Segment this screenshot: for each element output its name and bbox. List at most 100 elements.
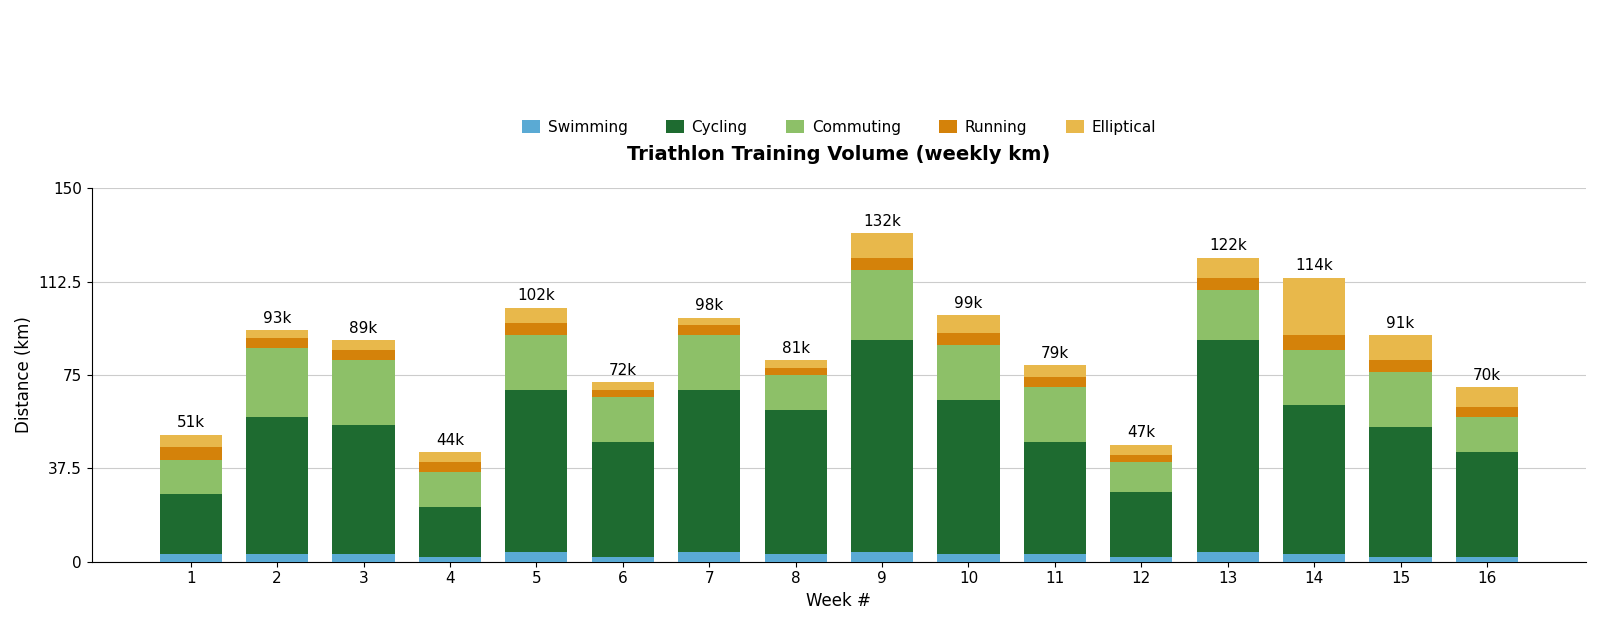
- Text: 70k: 70k: [1473, 368, 1502, 383]
- Bar: [765, 554, 826, 562]
- Bar: [1196, 340, 1258, 552]
- Bar: [160, 494, 223, 554]
- Bar: [1196, 278, 1258, 291]
- Bar: [850, 552, 913, 562]
- Bar: [247, 418, 309, 554]
- Bar: [1455, 418, 1518, 452]
- Text: 99k: 99k: [954, 296, 983, 311]
- Bar: [1023, 442, 1085, 554]
- Bar: [765, 375, 826, 410]
- Text: 91k: 91k: [1386, 316, 1415, 331]
- Bar: [333, 350, 394, 360]
- Bar: [937, 554, 999, 562]
- Bar: [679, 390, 740, 552]
- Text: 89k: 89k: [349, 321, 378, 336]
- Bar: [419, 507, 480, 557]
- Bar: [247, 330, 309, 338]
- Bar: [333, 554, 394, 562]
- Bar: [679, 325, 740, 335]
- Bar: [247, 348, 309, 418]
- Bar: [1196, 291, 1258, 340]
- Bar: [506, 308, 567, 322]
- Bar: [1109, 454, 1172, 462]
- Bar: [333, 340, 394, 350]
- Bar: [160, 554, 223, 562]
- Bar: [1196, 552, 1258, 562]
- Bar: [1109, 557, 1172, 562]
- Bar: [506, 390, 567, 552]
- Bar: [1023, 554, 1085, 562]
- Text: 114k: 114k: [1295, 258, 1334, 273]
- Bar: [937, 400, 999, 554]
- Bar: [1196, 258, 1258, 278]
- Text: 132k: 132k: [863, 214, 901, 229]
- Text: 102k: 102k: [517, 288, 556, 303]
- Bar: [1023, 378, 1085, 388]
- Bar: [850, 233, 913, 258]
- Bar: [1109, 462, 1172, 492]
- Bar: [592, 398, 653, 442]
- Bar: [506, 552, 567, 562]
- Bar: [679, 318, 740, 325]
- Bar: [1109, 492, 1172, 557]
- Bar: [592, 390, 653, 398]
- Text: 122k: 122k: [1209, 239, 1247, 254]
- Bar: [679, 335, 740, 390]
- Bar: [850, 340, 913, 552]
- Bar: [1455, 452, 1518, 557]
- Bar: [160, 447, 223, 459]
- Bar: [765, 360, 826, 368]
- Bar: [1455, 557, 1518, 562]
- Bar: [247, 338, 309, 348]
- Title: Triathlon Training Volume (weekly km): Triathlon Training Volume (weekly km): [628, 145, 1050, 164]
- Bar: [592, 442, 653, 557]
- Bar: [1282, 335, 1345, 350]
- Bar: [247, 554, 309, 562]
- Bar: [1023, 388, 1085, 442]
- Bar: [1369, 557, 1431, 562]
- Bar: [419, 472, 480, 507]
- Bar: [765, 368, 826, 375]
- Bar: [937, 345, 999, 400]
- Bar: [419, 557, 480, 562]
- Bar: [1369, 428, 1431, 557]
- Bar: [937, 315, 999, 332]
- Bar: [1282, 554, 1345, 562]
- Bar: [1369, 372, 1431, 428]
- X-axis label: Week #: Week #: [807, 592, 871, 610]
- Bar: [1369, 335, 1431, 360]
- Bar: [850, 258, 913, 271]
- Text: 51k: 51k: [176, 415, 205, 430]
- Bar: [1282, 278, 1345, 335]
- Bar: [160, 459, 223, 494]
- Bar: [850, 271, 913, 340]
- Text: 47k: 47k: [1127, 425, 1156, 440]
- Text: 81k: 81k: [781, 341, 810, 356]
- Bar: [1282, 350, 1345, 405]
- Bar: [1109, 445, 1172, 454]
- Text: 98k: 98k: [695, 298, 724, 313]
- Bar: [333, 360, 394, 425]
- Bar: [1023, 365, 1085, 378]
- Bar: [1369, 360, 1431, 372]
- Text: 93k: 93k: [263, 311, 291, 326]
- Text: 79k: 79k: [1041, 346, 1069, 361]
- Bar: [506, 335, 567, 390]
- Text: 72k: 72k: [608, 363, 637, 378]
- Bar: [765, 410, 826, 554]
- Bar: [679, 552, 740, 562]
- Bar: [506, 322, 567, 335]
- Bar: [592, 557, 653, 562]
- Text: 44k: 44k: [435, 432, 464, 447]
- Bar: [160, 435, 223, 447]
- Bar: [419, 452, 480, 462]
- Y-axis label: Distance (km): Distance (km): [14, 316, 34, 433]
- Bar: [333, 425, 394, 554]
- Bar: [419, 462, 480, 472]
- Bar: [1455, 408, 1518, 418]
- Bar: [1455, 388, 1518, 408]
- Legend: Swimming, Cycling, Commuting, Running, Elliptical: Swimming, Cycling, Commuting, Running, E…: [516, 114, 1162, 141]
- Bar: [592, 382, 653, 390]
- Bar: [1282, 405, 1345, 554]
- Bar: [937, 332, 999, 345]
